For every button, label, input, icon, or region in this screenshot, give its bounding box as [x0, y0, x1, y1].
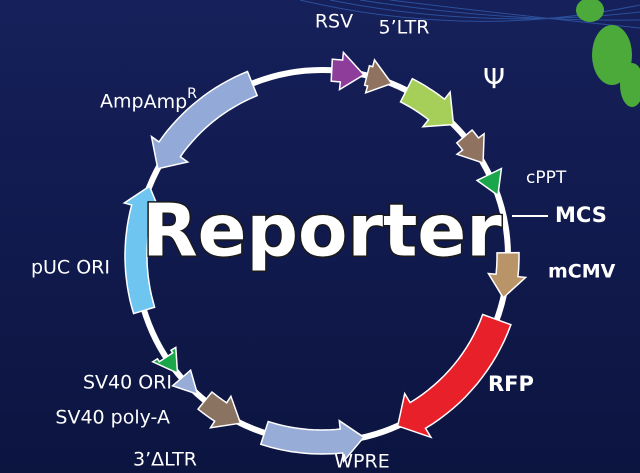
feature-label: pUC ORI	[31, 257, 110, 279]
feature-label-text: Amp	[144, 91, 188, 113]
feature-label: MCS	[555, 203, 607, 227]
feature-label: RFP	[488, 372, 534, 396]
feature-label: AmpAmpR	[100, 86, 197, 113]
feature-label: WPRE	[334, 451, 389, 473]
plasmid-diagram: Reporter RSV 5’LTR ΨcPPT MCS mCMV RFP WPRE 3’ΔL…	[0, 0, 640, 473]
feature-label: SV40 ORI	[83, 372, 172, 394]
feature-label: RSV	[315, 11, 353, 33]
feature-label-superscript: R	[187, 86, 197, 102]
feature-label: cPPT	[526, 168, 567, 188]
feature-label: mCMV	[548, 261, 616, 283]
feature-label: Ψ	[483, 62, 505, 95]
title: Reporter	[142, 189, 502, 273]
feature-label: SV40 poly-A	[55, 407, 170, 429]
feature-label: 3’ΔLTR	[133, 449, 197, 471]
feature-label: 5’LTR	[379, 17, 430, 39]
